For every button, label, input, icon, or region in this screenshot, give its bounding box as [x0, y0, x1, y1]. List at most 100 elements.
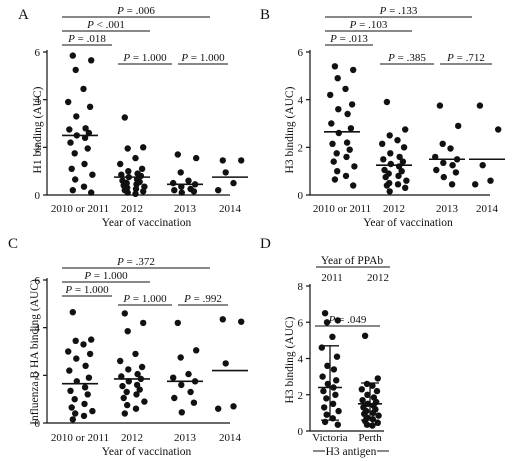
data-point — [185, 370, 192, 378]
data-point — [72, 337, 79, 344]
data-point — [403, 177, 410, 184]
data-point — [324, 362, 331, 369]
data-point — [396, 153, 403, 161]
data-point — [350, 66, 357, 74]
p-value-label: P = .372 — [116, 256, 155, 268]
data-point — [80, 341, 87, 348]
group-label-text: H3 antigen — [326, 446, 377, 458]
category-label: Perth — [358, 432, 382, 444]
data-point — [88, 336, 95, 343]
x-axis-label: Year of vaccination — [102, 446, 192, 458]
data-point — [386, 188, 393, 195]
data-point — [88, 57, 95, 64]
data-point — [140, 144, 147, 151]
data-point — [178, 381, 185, 389]
data-point — [120, 394, 127, 402]
p-value-label: P = .018 — [67, 33, 106, 45]
data-point — [71, 150, 78, 157]
data-point — [328, 120, 335, 127]
data-point — [375, 412, 382, 419]
data-point — [436, 102, 444, 109]
data-point — [86, 103, 94, 111]
category-label: 2010 or 2011 — [51, 432, 109, 444]
data-point — [65, 348, 72, 355]
y-tick-label: 8 — [298, 281, 304, 293]
data-point — [69, 52, 77, 59]
data-point — [333, 377, 340, 384]
y-tick-label: 0 — [35, 418, 41, 430]
y-tick-label: 4 — [35, 323, 41, 335]
x-axis-label: Year of vaccination — [102, 217, 192, 229]
data-point — [346, 146, 353, 153]
category-label: Victoria — [312, 432, 347, 444]
p-value-label: P = .103 — [349, 19, 388, 31]
data-point — [190, 399, 198, 406]
data-point — [433, 166, 440, 174]
data-point — [440, 173, 447, 181]
data-point — [402, 126, 409, 133]
y-tick-label: 6 — [35, 275, 41, 287]
data-point — [138, 363, 146, 371]
y-tick-label: 6 — [298, 317, 304, 329]
comparison-bracket: P = .006 — [62, 5, 210, 18]
data-point — [80, 412, 88, 420]
data-point — [118, 373, 125, 380]
data-point — [215, 187, 222, 194]
data-point — [132, 405, 140, 412]
category-label: 2012 — [121, 432, 143, 444]
year-label: 2011 — [321, 272, 343, 284]
panel-letter: C — [8, 236, 18, 252]
p-value-label: P = 1.000 — [122, 52, 167, 64]
y-tick-label: 2 — [35, 142, 41, 154]
data-point — [343, 139, 351, 146]
y-tick-label: 0 — [298, 190, 304, 202]
data-point — [132, 190, 139, 197]
comparison-bracket: P = .133 — [325, 5, 472, 18]
data-point — [125, 168, 132, 175]
p-value-label: P = .133 — [379, 5, 418, 17]
comparison-bracket: P = 1.000 — [62, 270, 150, 283]
data-point — [373, 387, 381, 395]
comparison-bracket: P = .992 — [178, 293, 228, 306]
data-point — [178, 189, 185, 196]
data-point — [495, 126, 502, 133]
data-point — [119, 382, 126, 390]
p-value-label: P = 1.000 — [122, 293, 167, 305]
category-label: 2014 — [219, 432, 242, 444]
data-point — [133, 181, 140, 188]
data-point — [80, 85, 87, 93]
data-point — [72, 66, 79, 74]
data-point — [85, 129, 93, 137]
data-point — [359, 397, 366, 404]
p-value-label: P < .001 — [86, 19, 125, 31]
data-point — [387, 150, 394, 157]
data-point — [448, 181, 456, 188]
data-point — [132, 185, 140, 193]
data-point — [89, 171, 96, 178]
data-point — [136, 386, 143, 393]
comparison-bracket: P = 1.000 — [118, 293, 172, 306]
data-point — [134, 370, 141, 378]
data-point — [363, 380, 371, 388]
data-point — [72, 410, 79, 417]
data-point — [330, 158, 337, 165]
y-tick-label: 0 — [298, 426, 304, 438]
data-point — [123, 388, 130, 396]
panel-d: D 0 2 4 6 8 H3 binding (AUC) Victoria Perth H3 an… — [260, 236, 390, 458]
data-point — [369, 382, 376, 389]
data-point — [351, 163, 358, 170]
data-point — [342, 172, 350, 180]
data-point — [125, 366, 132, 373]
data-point — [321, 310, 329, 317]
comparison-bracket: P < .001 — [62, 19, 150, 32]
data-point — [319, 373, 326, 380]
data-point — [334, 421, 341, 428]
data-point — [80, 183, 88, 190]
data-point — [187, 388, 194, 396]
category-label: 2012 — [121, 203, 143, 215]
data-point — [230, 403, 237, 410]
category-label: 2013 — [436, 203, 459, 215]
data-point — [455, 122, 462, 130]
data-point — [121, 114, 128, 121]
data-point — [395, 172, 402, 180]
